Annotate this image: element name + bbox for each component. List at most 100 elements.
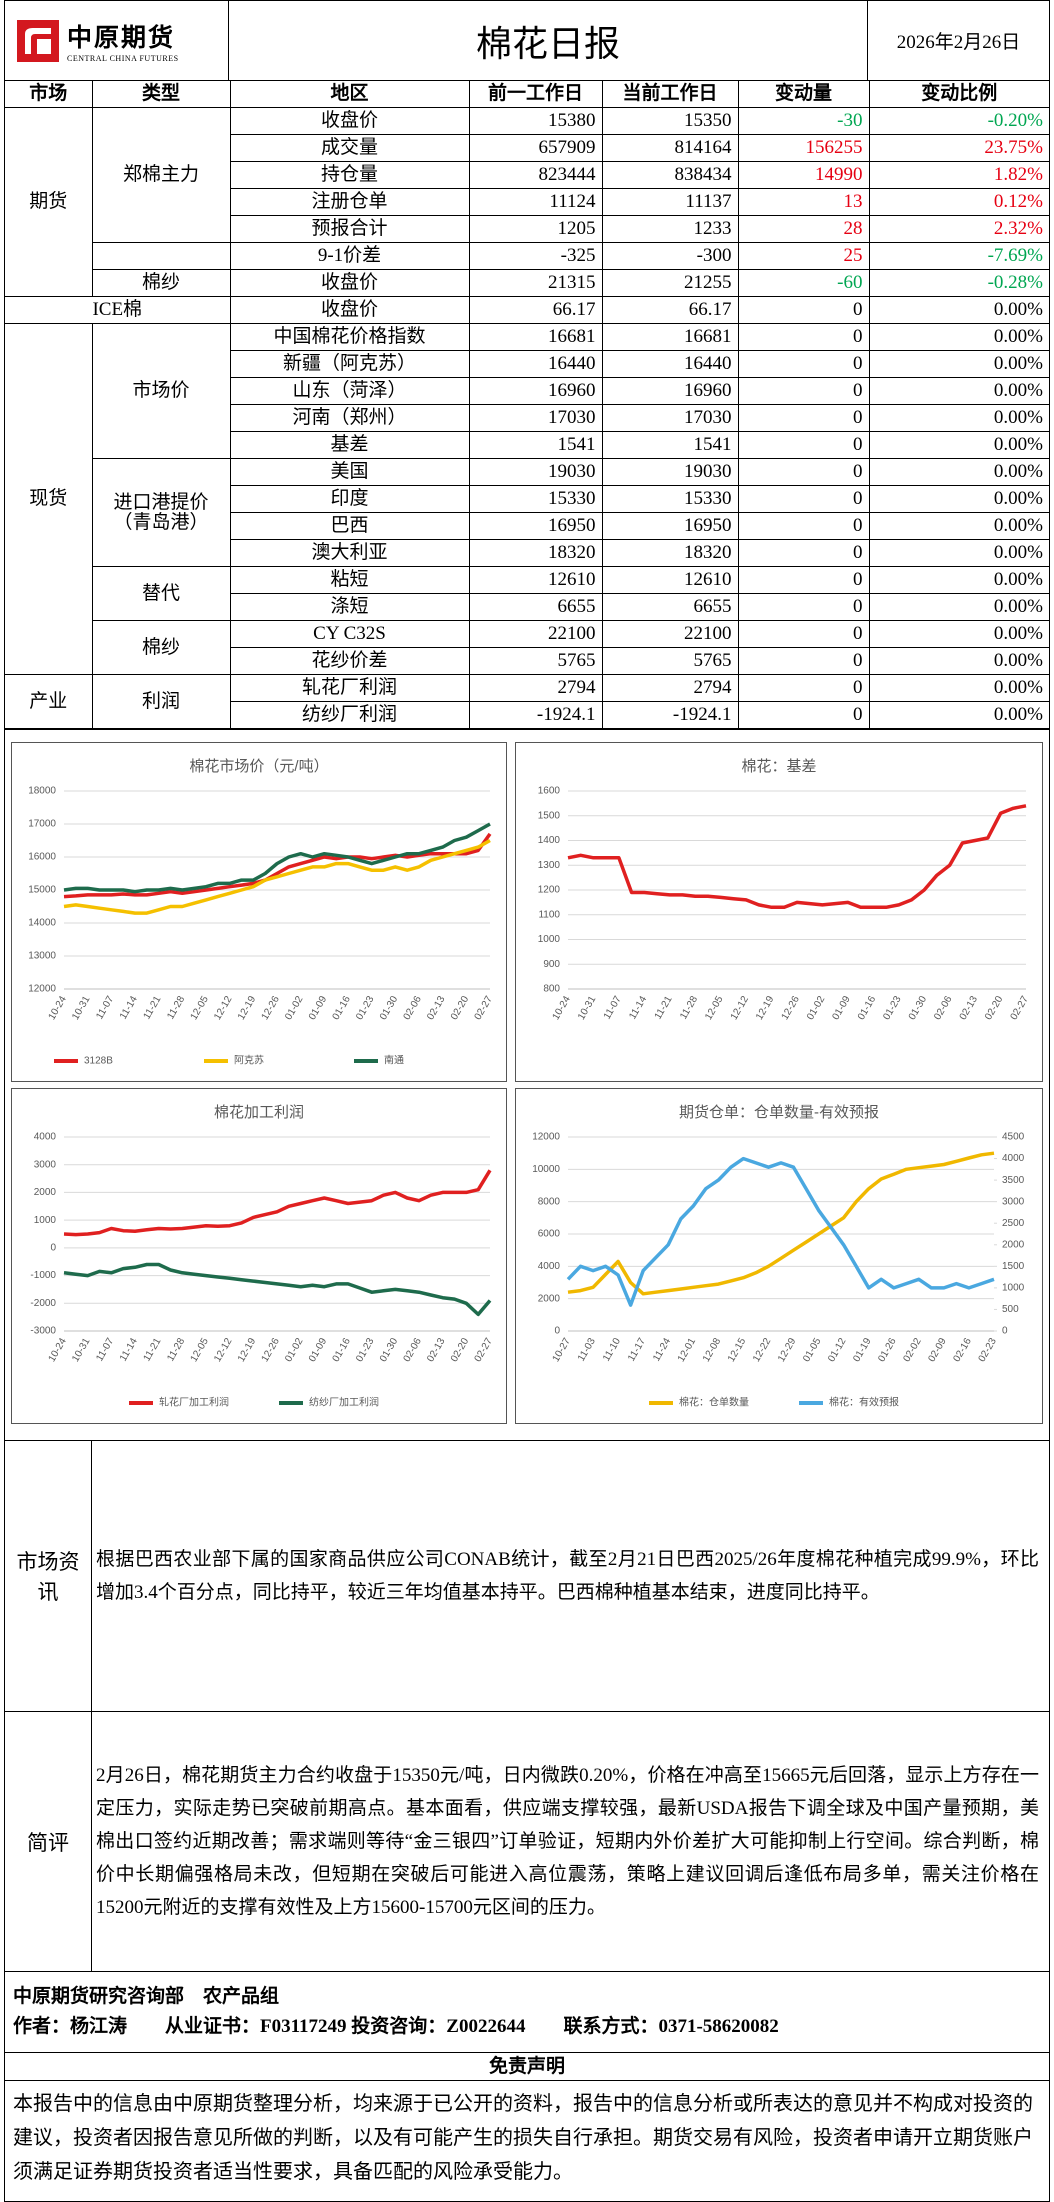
value-cell: 66.17 xyxy=(601,296,739,324)
report-date: 2026年2月26日 xyxy=(867,1,1049,80)
value-cell: 12610 xyxy=(601,566,739,594)
y-tick-label: 17000 xyxy=(28,819,56,830)
value-cell: 11124 xyxy=(468,188,603,216)
chart-panel: 棉花：基差 800 900 1000 1100 1200 1300 1400 1500 1600 1… xyxy=(515,742,1043,1082)
x-tick-label: 12-05 xyxy=(189,994,212,1022)
x-tick-label: 12-26 xyxy=(260,994,283,1022)
item-cell: 收盘价 xyxy=(229,269,470,297)
value-cell: 21255 xyxy=(601,269,739,297)
value-cell: 17030 xyxy=(468,404,603,432)
item-cell: 美国 xyxy=(229,458,470,486)
x-tick-label: 12-19 xyxy=(754,994,777,1022)
change-cell: 0 xyxy=(737,350,870,378)
change-cell: 13 xyxy=(737,188,870,216)
x-tick-label: 12-05 xyxy=(189,1336,212,1364)
item-cell: 收盘价 xyxy=(229,107,470,135)
y-tick-label: 2000 xyxy=(34,1187,57,1198)
item-cell: 收盘价 xyxy=(229,296,470,324)
x-tick-label: 11-10 xyxy=(601,1336,623,1363)
y-tick-label: -1000 xyxy=(30,1270,56,1281)
y-tick-label: 1100 xyxy=(538,909,560,920)
item-cell: 纺纱厂利润 xyxy=(230,701,470,729)
y-tick-label: 1000 xyxy=(538,934,561,945)
table-row: 棉纱 CY C32S 22100 22100 0 0.00% xyxy=(5,620,1049,675)
section-text: 2月26日，棉花期货主力合约收盘于15350元/吨，日内微跌0.20%，价格在冲… xyxy=(96,1765,1039,1918)
charts: 棉花市场价（元/吨） 12000 13000 14000 15000 16000 17000… xyxy=(5,729,1049,1441)
type-cell: 棉纱 xyxy=(92,269,231,297)
table-row: 期货 郑棉主力 收盘价 15380 15350 -30 -0.20% xyxy=(5,107,1049,297)
x-tick-label: 12-26 xyxy=(780,994,803,1022)
y2-tick-label: 3500 xyxy=(1002,1175,1025,1186)
legend-label: 阿克苏 xyxy=(234,1054,264,1067)
table-row: 山东（菏泽） 16960 16960 0 0.00% xyxy=(5,377,1049,405)
series-line xyxy=(63,1262,492,1317)
change-cell: 0 xyxy=(737,674,870,702)
series-line xyxy=(63,1169,492,1237)
change-pct-cell: 0.12% xyxy=(868,188,1049,216)
x-tick-label: 02-13 xyxy=(425,994,448,1022)
y-tick-label: 8000 xyxy=(538,1196,561,1207)
x-tick-label: 10-31 xyxy=(70,1336,93,1364)
legend-label: 棉花：有效预报 xyxy=(829,1396,899,1409)
table-row: 花纱价差 5765 5765 0 0.00% xyxy=(5,647,1049,675)
y-tick-label: -2000 xyxy=(30,1298,56,1309)
x-tick-label: 11-07 xyxy=(94,1336,116,1363)
value-cell: -1924.1 xyxy=(601,701,739,729)
item-cell: 花纱价差 xyxy=(230,647,470,675)
item-cell: 新疆（阿克苏） xyxy=(230,350,470,378)
change-pct-cell: 0.00% xyxy=(868,458,1049,486)
item-cell: 中国棉花价格指数 xyxy=(229,323,470,351)
y-tick-label: 3000 xyxy=(34,1159,57,1170)
value-cell: 5765 xyxy=(601,647,739,675)
x-tick-label: 02-20 xyxy=(983,994,1006,1022)
x-tick-label: 11-28 xyxy=(165,1336,187,1363)
x-tick-label: 12-12 xyxy=(212,1336,235,1364)
value-cell: 823444 xyxy=(468,161,603,189)
y2-tick-label: 1000 xyxy=(1002,1283,1025,1294)
header-row: 市场 类型 地区 前一工作日 当前工作日 变动量 变动比例 xyxy=(5,81,1049,108)
x-tick-label: 01-23 xyxy=(354,994,377,1022)
logo-subtext: CENTRAL CHINA FUTURES xyxy=(67,54,179,63)
value-cell: 15350 xyxy=(601,107,739,135)
item-cell: 基差 xyxy=(230,431,470,459)
value-cell: 15330 xyxy=(601,485,739,513)
change-cell: 28 xyxy=(737,215,870,243)
x-tick-label: 11-21 xyxy=(142,994,164,1021)
report-title: 棉花日报 xyxy=(475,23,620,64)
column-header: 当前工作日 xyxy=(601,81,739,108)
market-cell: 期货 xyxy=(5,107,93,297)
value-cell: 11137 xyxy=(601,188,739,216)
x-tick-label: 01-09 xyxy=(307,1336,330,1364)
value-cell: 15330 xyxy=(468,485,603,513)
change-cell: 0 xyxy=(737,593,870,621)
change-pct-cell: 0.00% xyxy=(868,485,1049,513)
chart: 棉花市场价（元/吨） 12000 13000 14000 15000 16000 17000… xyxy=(28,758,495,1067)
value-cell: 16960 xyxy=(468,377,603,405)
x-tick-label: 02-06 xyxy=(402,994,425,1022)
x-tick-label: 01-09 xyxy=(307,994,330,1022)
table-row: 现货 市场价 中国棉花价格指数 16681 16681 0 0.00% xyxy=(5,323,1049,675)
y-tick-label: 4000 xyxy=(34,1132,57,1143)
change-pct-cell: 0.00% xyxy=(868,296,1049,324)
legend-label: 南通 xyxy=(384,1054,404,1067)
type-cell: 替代 xyxy=(92,566,231,621)
value-cell: 2794 xyxy=(468,674,603,702)
item-cell: 河南（郑州） xyxy=(230,404,470,432)
table-row: 产业 利润 轧花厂利润 2794 2794 0 0.00% xyxy=(5,674,1049,729)
news-section: 市场资讯 根据巴西农业部下属的国家商品供应公司CONAB统计，截至2月21日巴西… xyxy=(5,1441,1049,1712)
value-cell: 6655 xyxy=(468,593,603,621)
table-row: 替代 粘短 12610 12610 0 0.00% xyxy=(5,566,1049,621)
chart-panel: 棉花加工利润 -3000 -2000 -1000 0 1000 2000 3000 4000 10… xyxy=(11,1088,507,1424)
table-row: 澳大利亚 18320 18320 0 0.00% xyxy=(5,539,1049,567)
table-row: 成交量 657909 814164 156255 23.75% xyxy=(5,134,1049,162)
change-pct-cell: 0.00% xyxy=(868,512,1049,540)
y-tick-label: -3000 xyxy=(30,1326,56,1337)
x-tick-label: 12-15 xyxy=(726,1336,749,1364)
series-line xyxy=(567,1151,995,1296)
change-pct-cell: 0.00% xyxy=(868,350,1049,378)
change-pct-cell: 0.00% xyxy=(868,566,1049,594)
value-cell: 19030 xyxy=(601,458,739,486)
y2-tick-label: 3000 xyxy=(1002,1196,1025,1207)
logo-text: 中原期货 xyxy=(67,25,176,52)
table-row: 进口港提价（青岛港） 美国 19030 19030 0 0.00% xyxy=(5,458,1049,567)
